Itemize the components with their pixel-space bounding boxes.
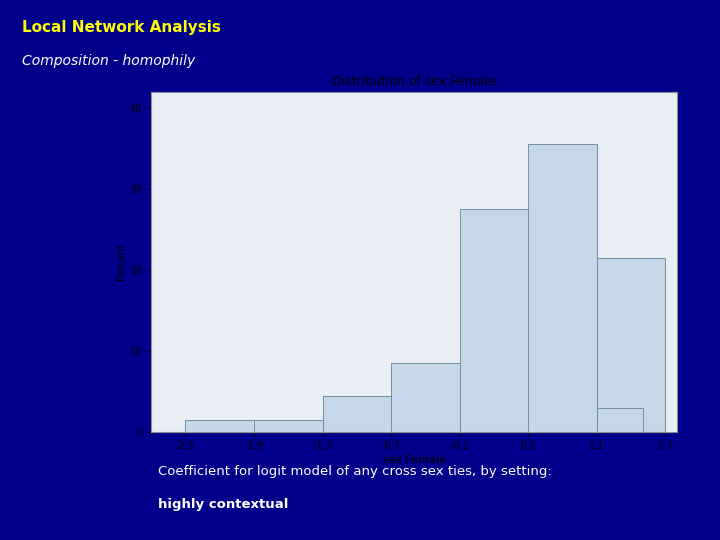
Bar <box>254 420 323 432</box>
Text: highly contextual: highly contextual <box>158 497 289 511</box>
Bar <box>597 258 665 432</box>
Text: Coefficient for logit model of any cross sex ties, by setting:: Coefficient for logit model of any cross… <box>158 465 552 478</box>
Y-axis label: Percent: Percent <box>116 244 125 280</box>
Bar <box>323 395 391 432</box>
Title: Distribution of sex.Female: Distribution of sex.Female <box>332 75 496 88</box>
Bar <box>597 408 642 432</box>
Text: Composition - homophily: Composition - homophily <box>22 54 195 68</box>
Bar <box>186 420 254 432</box>
Bar <box>528 144 597 432</box>
X-axis label: sex Female: sex Female <box>382 455 446 465</box>
Bar <box>459 209 528 432</box>
Bar <box>391 363 459 432</box>
Text: Local Network Analysis: Local Network Analysis <box>22 21 220 36</box>
